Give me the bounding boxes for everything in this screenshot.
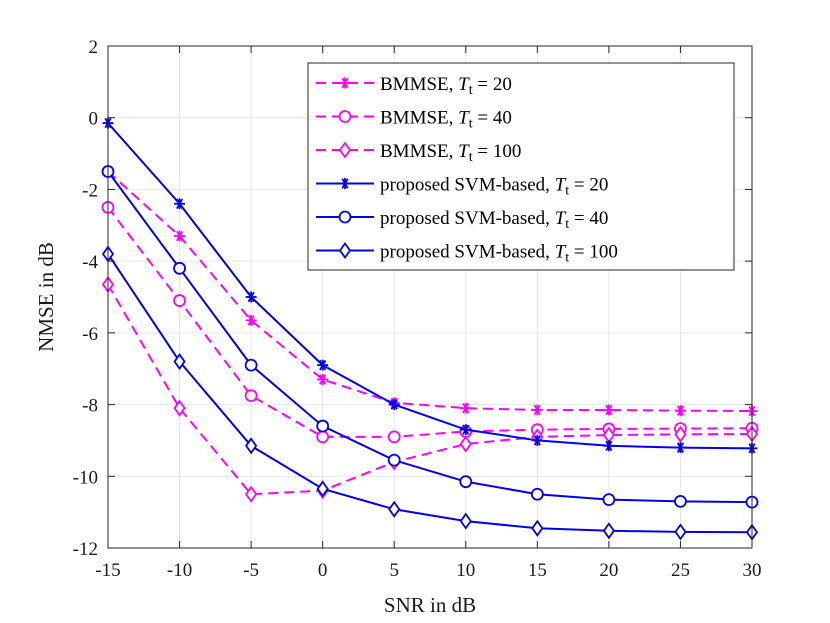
y-tick-label: -6 <box>82 324 98 345</box>
data-point-marker <box>174 198 186 210</box>
data-point-marker <box>245 314 257 326</box>
y-tick-label: -2 <box>82 180 98 201</box>
y-tick-label: 0 <box>89 109 99 130</box>
data-point-marker <box>531 434 543 446</box>
data-point-marker <box>531 519 544 537</box>
data-point-marker <box>459 512 472 530</box>
legend-swatch-marker <box>338 110 352 123</box>
data-point-marker <box>531 404 543 416</box>
data-point-marker <box>173 352 186 371</box>
legend-swatch-marker <box>339 77 351 89</box>
x-tick-label: 20 <box>599 560 618 581</box>
y-tick-label: -8 <box>82 396 98 417</box>
data-point-marker <box>317 373 329 385</box>
series-layer <box>101 117 759 541</box>
ticks <box>107 45 753 549</box>
data-point-marker <box>173 399 186 417</box>
data-point-marker <box>603 404 615 416</box>
x-tick-label: -15 <box>95 560 120 581</box>
legend-item: proposed SVM-based, Tt = 20 <box>316 175 608 199</box>
data-point-marker <box>387 453 401 467</box>
axes-frame <box>107 45 753 549</box>
series-line <box>107 253 753 534</box>
y-tick-label: 2 <box>89 37 99 58</box>
y-tick-label: -12 <box>73 539 98 560</box>
series-line <box>107 206 753 438</box>
data-point-marker <box>674 405 686 417</box>
legend-label: BMMSE, Tt = 100 <box>380 141 521 165</box>
legend-label: proposed SVM-based, Tt = 40 <box>380 208 608 232</box>
data-point-marker <box>244 389 258 403</box>
series-line <box>107 122 753 450</box>
data-point-marker <box>317 359 329 371</box>
series-3 <box>102 117 758 454</box>
data-point-marker <box>173 261 186 275</box>
data-point-marker <box>316 480 329 498</box>
legend-item: BMMSE, Tt = 100 <box>316 141 521 165</box>
y-tick-label: -4 <box>82 252 98 273</box>
legend-box <box>307 62 735 271</box>
data-point-marker <box>245 485 258 503</box>
series-line <box>107 170 753 413</box>
legend-swatch-marker <box>338 210 352 224</box>
legend-item: proposed SVM-based, Tt = 40 <box>316 208 608 232</box>
series-5 <box>101 245 759 541</box>
data-point-marker <box>388 500 401 518</box>
data-point-marker <box>460 402 472 414</box>
data-point-marker <box>674 523 687 541</box>
legend-label: BMMSE, Tt = 20 <box>380 74 512 98</box>
data-point-marker <box>387 430 401 444</box>
x-tick-label: -10 <box>167 560 192 581</box>
x-tick-label: 0 <box>318 560 328 581</box>
data-point-marker <box>174 230 186 242</box>
data-point-marker <box>316 419 330 433</box>
legend-label: proposed SVM-based, Tt = 100 <box>380 242 618 266</box>
data-point-marker <box>388 399 400 411</box>
x-tick-label: 25 <box>671 560 690 581</box>
legend: BMMSE, Tt = 20 BMMSE, Tt = 40 BMMSE, Tt = … <box>307 62 735 271</box>
data-point-marker <box>316 430 330 444</box>
data-point-marker <box>459 475 473 489</box>
y-tick-label: -10 <box>73 467 98 488</box>
data-point-marker <box>245 291 257 303</box>
x-tick-label: 5 <box>389 560 399 581</box>
legend-label: proposed SVM-based, Tt = 20 <box>380 175 608 199</box>
data-point-marker <box>244 358 258 372</box>
series-line <box>107 283 753 496</box>
data-point-marker <box>674 425 687 443</box>
x-axis-label: SNR in dB <box>384 593 476 617</box>
legend-swatch-marker <box>338 241 352 260</box>
legend-item: BMMSE, Tt = 40 <box>316 108 512 132</box>
y-axis-label: NMSE in dB <box>34 242 58 352</box>
legend-label: BMMSE, Tt = 40 <box>380 108 512 132</box>
x-tick-label: 10 <box>456 560 475 581</box>
data-point-marker <box>459 435 472 453</box>
tick-labels: -15 -10 -5 0 5 10 15 20 25 30 -12 -10 -8 -6 -4 -2 0 2 <box>73 37 762 581</box>
data-point-marker <box>530 487 544 501</box>
x-tick-label: -5 <box>243 560 259 581</box>
data-point-marker <box>674 494 687 508</box>
data-point-marker <box>460 424 472 436</box>
legend-item: BMMSE, Tt = 20 <box>316 74 512 98</box>
data-point-marker <box>602 522 615 540</box>
legend-swatch-marker <box>338 141 352 159</box>
legend-swatch-marker <box>339 178 351 189</box>
data-point-marker <box>173 294 186 307</box>
series-line <box>107 170 753 504</box>
data-point-marker <box>602 493 616 506</box>
data-point-marker <box>245 437 258 455</box>
series-4 <box>101 165 759 509</box>
legend-item: proposed SVM-based, Tt = 100 <box>316 242 618 266</box>
data-point-marker <box>674 442 686 454</box>
x-tick-label: 30 <box>743 560 762 581</box>
data-point-marker <box>603 440 615 452</box>
x-tick-label: 15 <box>528 560 547 581</box>
